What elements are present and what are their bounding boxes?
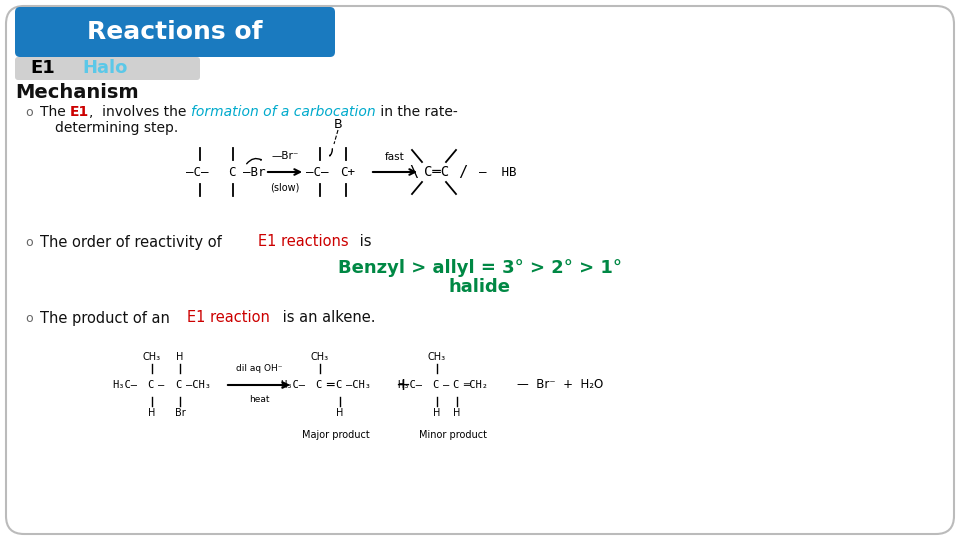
Text: H: H (148, 408, 156, 418)
Text: ═CH₂: ═CH₂ (463, 380, 488, 390)
FancyArrowPatch shape (329, 148, 332, 156)
Text: —C—: —C— (306, 165, 328, 179)
Text: Halo: Halo (82, 59, 128, 77)
Text: H₃C—: H₃C— (280, 380, 305, 390)
Text: —Br: —Br (243, 165, 266, 179)
Text: fast: fast (385, 152, 405, 162)
Text: The product of an: The product of an (40, 310, 175, 326)
Text: C: C (432, 380, 438, 390)
Text: Mechanism: Mechanism (15, 83, 138, 102)
Text: C: C (452, 380, 458, 390)
Text: —CH₃: —CH₃ (186, 380, 211, 390)
Text: H: H (177, 352, 183, 362)
Text: C: C (175, 380, 181, 390)
FancyArrowPatch shape (247, 159, 261, 164)
Text: —  Br⁻  +  H₂O: — Br⁻ + H₂O (517, 379, 603, 392)
Text: \: \ (410, 165, 428, 179)
Text: Minor product: Minor product (419, 430, 487, 440)
Text: formation of a carbocation: formation of a carbocation (191, 105, 375, 119)
Text: E1 reactions: E1 reactions (258, 234, 348, 249)
Text: halide: halide (449, 278, 511, 296)
Text: H: H (336, 408, 344, 418)
Text: o: o (25, 312, 33, 325)
Text: CH₃: CH₃ (428, 352, 446, 362)
Text: Br: Br (175, 408, 185, 418)
Text: C: C (315, 380, 322, 390)
Text: dil aq OH⁻: dil aq OH⁻ (236, 364, 282, 373)
Text: C+: C+ (340, 165, 355, 179)
Text: o: o (25, 105, 33, 118)
Text: E1 reaction: E1 reaction (187, 310, 270, 326)
Text: is: is (355, 234, 372, 249)
Text: Benzyl > allyl = 3° > 2° > 1°: Benzyl > allyl = 3° > 2° > 1° (338, 259, 622, 277)
Text: C═C: C═C (424, 165, 449, 179)
Text: Major product: Major product (302, 430, 370, 440)
Text: H₃C—: H₃C— (397, 380, 422, 390)
Text: in the rate-: in the rate- (375, 105, 458, 119)
Text: —  HB: — HB (464, 165, 516, 179)
Text: /: / (450, 165, 468, 179)
Text: E1: E1 (30, 59, 55, 77)
Text: The: The (40, 105, 70, 119)
Text: —Br⁻: —Br⁻ (272, 151, 299, 161)
Text: The order of reactivity of: The order of reactivity of (40, 234, 227, 249)
Text: C: C (147, 380, 154, 390)
Text: ,  involves the: , involves the (89, 105, 191, 119)
Text: o: o (25, 235, 33, 248)
Text: (slow): (slow) (271, 182, 300, 192)
FancyBboxPatch shape (15, 57, 200, 80)
Text: C: C (228, 165, 235, 179)
FancyBboxPatch shape (15, 7, 335, 57)
Text: ═: ═ (326, 379, 333, 392)
Text: H: H (433, 408, 441, 418)
Text: —: — (443, 380, 449, 390)
Text: CH₃: CH₃ (311, 352, 329, 362)
Text: C: C (335, 380, 341, 390)
Text: is an alkene.: is an alkene. (278, 310, 375, 326)
FancyBboxPatch shape (6, 6, 954, 534)
Text: B: B (334, 118, 343, 131)
Text: —C—: —C— (186, 165, 208, 179)
Text: —: — (158, 380, 164, 390)
Text: Reactions of: Reactions of (87, 20, 263, 44)
Text: +: + (396, 376, 411, 394)
Text: —CH₃: —CH₃ (346, 380, 371, 390)
Text: E1: E1 (70, 105, 89, 119)
Text: heat: heat (249, 395, 269, 404)
Text: CH₃: CH₃ (143, 352, 161, 362)
Text: H: H (453, 408, 461, 418)
Text: H₃C—: H₃C— (112, 380, 137, 390)
Text: determining step.: determining step. (55, 121, 179, 135)
